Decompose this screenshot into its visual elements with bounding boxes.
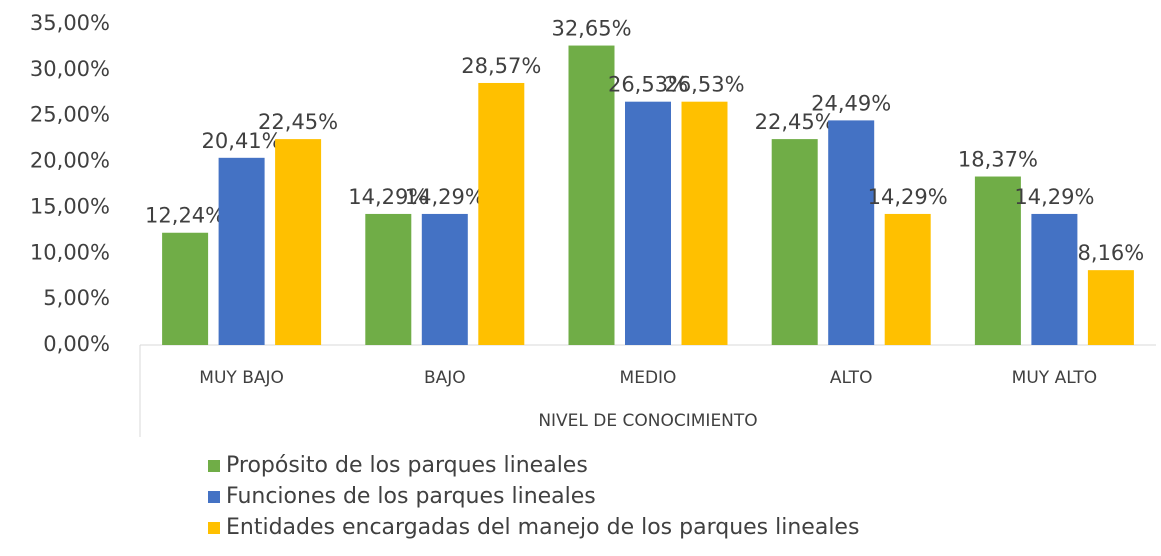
y-tick-label: 25,00% — [30, 103, 110, 127]
legend-swatch — [208, 460, 220, 472]
value-label: 32,65% — [551, 17, 631, 41]
bar — [568, 45, 615, 345]
value-label: 14,29% — [348, 185, 428, 209]
bar — [162, 232, 209, 345]
y-tick-label: 15,00% — [30, 194, 110, 218]
x-tick-label: MEDIO — [620, 368, 677, 388]
value-label: 22,45% — [258, 110, 338, 134]
y-tick-label: 30,00% — [30, 57, 110, 81]
value-label: 18,37% — [958, 148, 1038, 172]
value-label: 26,53% — [608, 73, 688, 97]
legend-swatch — [208, 491, 220, 503]
y-tick-label: 20,00% — [30, 149, 110, 173]
bar — [771, 139, 818, 345]
value-label: 20,41% — [202, 129, 282, 153]
bar — [218, 157, 265, 345]
bar — [1087, 270, 1134, 345]
value-label: 14,29% — [1014, 185, 1094, 209]
legend-label: Funciones de los parques lineales — [226, 484, 596, 509]
value-label: 28,57% — [461, 54, 541, 78]
x-tick-label: ALTO — [830, 368, 873, 388]
legend-swatch — [208, 522, 220, 534]
y-tick-label: 0,00% — [43, 332, 110, 356]
legend-label: Entidades encargadas del manejo de los p… — [226, 515, 859, 540]
bar — [421, 213, 468, 345]
bar — [275, 139, 322, 345]
value-label: 26,53% — [664, 73, 744, 97]
value-label: 14,29% — [405, 185, 485, 209]
y-tick-label: 10,00% — [30, 240, 110, 264]
x-tick-label: BAJO — [424, 368, 466, 388]
bar — [681, 101, 728, 345]
legend-label: Propósito de los parques lineales — [226, 453, 588, 478]
bar — [365, 213, 412, 345]
bar — [625, 101, 671, 345]
bar — [828, 120, 875, 345]
bar — [1031, 213, 1078, 345]
x-axis-title: NIVEL DE CONOCIMIENTO — [538, 411, 757, 431]
bar — [884, 213, 931, 345]
x-tick-label: MUY BAJO — [199, 368, 284, 388]
value-label: 24,49% — [811, 91, 891, 115]
value-label: 12,24% — [145, 204, 225, 228]
y-tick-label: 35,00% — [30, 11, 110, 35]
bar — [478, 82, 525, 345]
bar — [974, 176, 1021, 345]
value-label: 22,45% — [755, 110, 835, 134]
x-tick-label: MUY ALTO — [1012, 368, 1097, 388]
value-label: 8,16% — [1078, 241, 1145, 265]
value-label: 14,29% — [868, 185, 948, 209]
y-tick-label: 5,00% — [43, 286, 110, 310]
